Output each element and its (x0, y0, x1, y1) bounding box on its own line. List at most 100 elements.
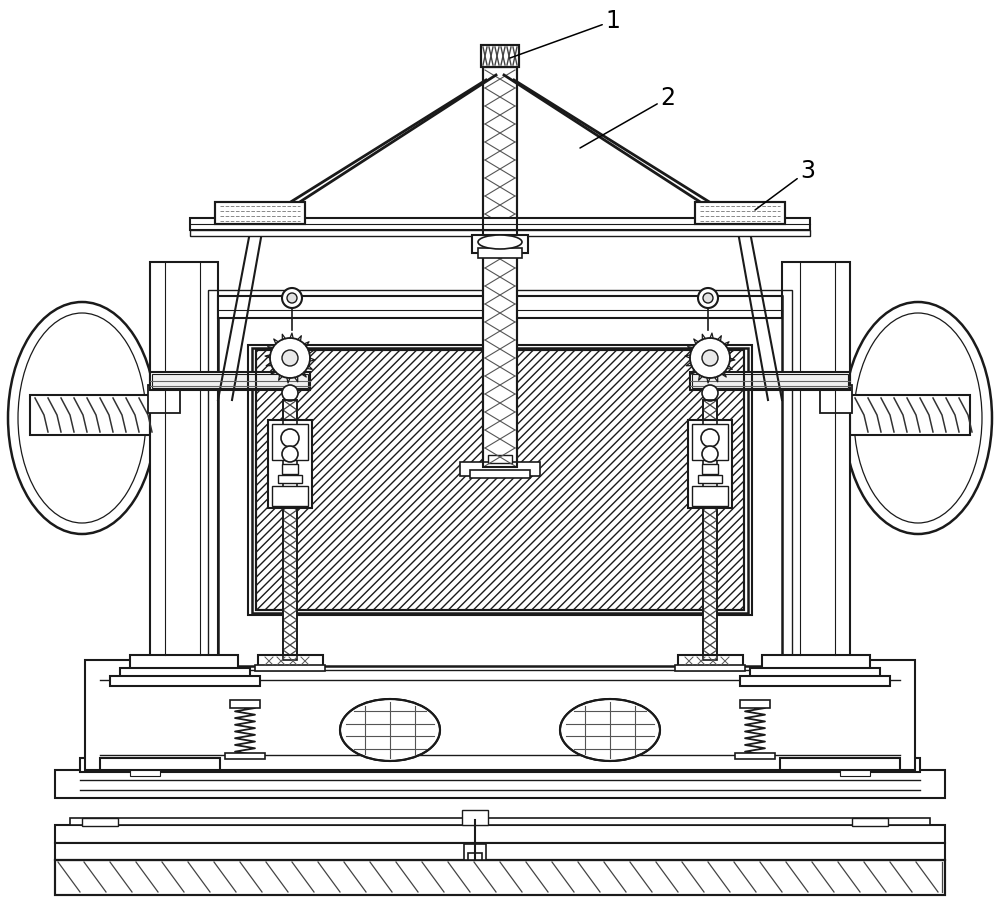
Bar (462, 810, 488, 825)
Bar (150, 262, 218, 670)
Circle shape (701, 429, 719, 447)
Circle shape (703, 293, 713, 303)
Bar (100, 758, 220, 770)
Bar (190, 230, 810, 236)
Bar (110, 676, 260, 686)
Bar (150, 372, 310, 390)
Bar (481, 45, 519, 67)
Bar (780, 758, 900, 770)
Bar (120, 668, 250, 678)
Bar (852, 818, 888, 826)
Bar (130, 655, 238, 670)
Bar (483, 67, 517, 467)
Ellipse shape (478, 235, 522, 249)
Bar (82, 818, 118, 826)
Bar (272, 486, 308, 506)
Bar (148, 385, 180, 413)
Bar (468, 853, 482, 860)
Bar (272, 424, 308, 460)
Bar (762, 655, 870, 670)
Bar (702, 464, 718, 474)
Bar (472, 235, 528, 253)
Bar (252, 348, 748, 613)
Bar (782, 262, 850, 670)
Bar (215, 202, 305, 224)
Bar (820, 385, 852, 413)
Bar (460, 462, 540, 476)
Bar (255, 665, 325, 671)
Circle shape (698, 288, 718, 308)
Bar (735, 753, 775, 759)
Bar (100, 665, 900, 765)
Bar (152, 374, 308, 388)
Bar (30, 395, 150, 435)
Ellipse shape (560, 699, 660, 761)
Bar (208, 290, 792, 670)
Bar (278, 475, 302, 483)
Bar (481, 45, 519, 67)
Bar (256, 350, 744, 610)
Circle shape (281, 429, 299, 447)
Bar (690, 372, 850, 390)
Bar (130, 770, 160, 776)
Bar (840, 770, 870, 776)
Bar (703, 400, 717, 660)
Bar (703, 400, 717, 660)
Bar (488, 455, 512, 463)
Circle shape (702, 446, 718, 462)
Bar (470, 470, 530, 478)
Bar (283, 400, 297, 660)
Bar (478, 248, 522, 258)
Bar (80, 758, 920, 772)
Circle shape (287, 293, 297, 303)
Bar (692, 424, 728, 460)
Bar (698, 475, 722, 483)
Circle shape (282, 446, 298, 462)
Bar (678, 655, 743, 667)
Bar (675, 665, 745, 671)
Bar (225, 753, 265, 759)
Bar (85, 660, 915, 770)
Bar (483, 67, 517, 467)
Bar (248, 345, 752, 615)
Bar (464, 844, 486, 860)
Bar (695, 202, 785, 224)
Bar (282, 464, 298, 474)
Bar (218, 296, 782, 318)
Circle shape (702, 350, 718, 366)
Bar (55, 860, 945, 895)
Text: 2: 2 (580, 86, 675, 148)
Bar (55, 825, 945, 843)
Bar (215, 202, 305, 224)
Circle shape (270, 338, 310, 378)
Bar (268, 420, 312, 508)
Bar (70, 818, 930, 825)
Bar (750, 668, 880, 678)
Bar (190, 218, 810, 230)
Bar (283, 400, 297, 660)
Text: 1: 1 (510, 9, 620, 58)
Circle shape (282, 385, 298, 401)
Bar (692, 486, 728, 506)
Bar (850, 395, 970, 435)
Ellipse shape (340, 699, 440, 761)
Ellipse shape (844, 302, 992, 534)
Bar (218, 296, 782, 666)
Circle shape (282, 350, 298, 366)
Bar (692, 374, 848, 388)
Bar (740, 676, 890, 686)
Bar (695, 202, 785, 224)
Bar (688, 420, 732, 508)
Bar (258, 655, 323, 667)
Text: 3: 3 (755, 159, 815, 210)
Ellipse shape (8, 302, 156, 534)
Circle shape (282, 288, 302, 308)
Bar (55, 843, 945, 860)
Bar (256, 350, 744, 610)
Bar (740, 700, 770, 708)
Bar (55, 860, 945, 895)
Bar (230, 700, 260, 708)
Circle shape (690, 338, 730, 378)
Circle shape (702, 385, 718, 401)
Bar (55, 770, 945, 798)
